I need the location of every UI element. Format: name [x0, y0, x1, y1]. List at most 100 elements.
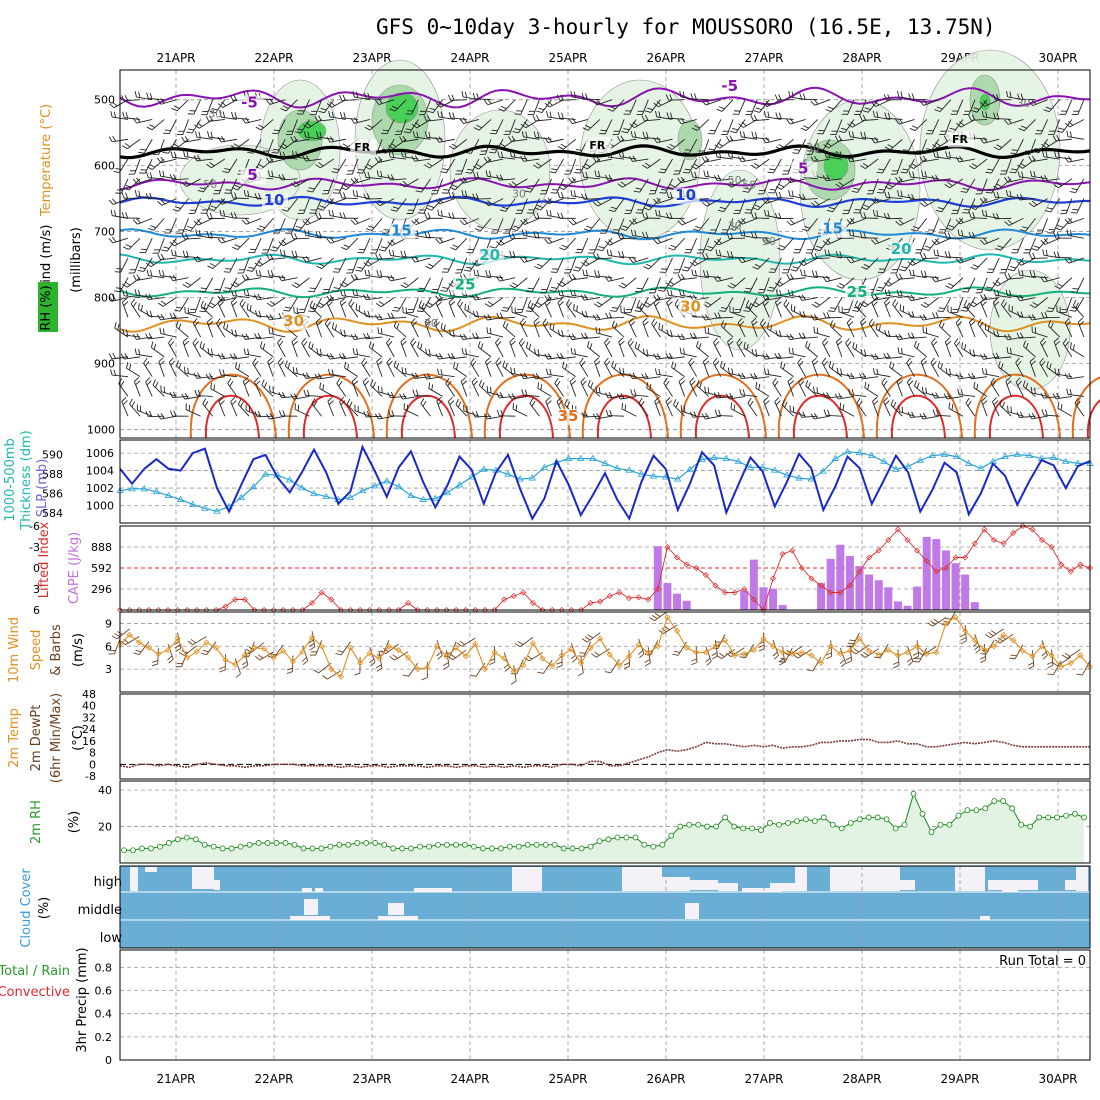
wind-barb	[672, 178, 685, 190]
wind-barb	[1048, 325, 1061, 338]
wind-barb-feather	[744, 187, 751, 190]
wind-barb	[946, 156, 963, 160]
thickness-point	[807, 475, 815, 482]
thickness-point	[819, 467, 827, 474]
wind-barb-feather	[329, 136, 334, 142]
wind-barb	[532, 198, 540, 214]
wind-barb	[475, 274, 492, 279]
left-tick-label: 588	[42, 468, 63, 481]
wind-barb-feather	[683, 152, 690, 154]
wind-barb	[205, 198, 214, 214]
wind-barb-feather	[826, 209, 833, 213]
wind-barb	[1015, 382, 1024, 397]
wind-barb-feather	[223, 271, 230, 273]
wind-barb	[228, 158, 238, 173]
wind-barb	[795, 257, 806, 272]
wind-barb-feather	[339, 283, 346, 288]
wind-barb-feather	[920, 357, 926, 362]
wind-barb-feather	[826, 655, 832, 660]
wind-barb-feather	[911, 93, 915, 100]
wind-barb-feather	[168, 658, 174, 664]
wind-barb-feather	[963, 299, 968, 306]
wind-barb-feather	[122, 111, 125, 118]
wind-barb-feather	[452, 244, 459, 248]
lifted-index-point	[731, 589, 738, 596]
wind-barb-feather	[464, 303, 466, 310]
wind-barb-feather	[774, 397, 780, 402]
wind-barb-feather	[992, 352, 996, 359]
wind-barb-feather	[629, 341, 634, 347]
thickness-point	[880, 457, 888, 464]
wind-barb-feather	[633, 389, 637, 396]
wind-barb	[717, 156, 734, 160]
wind-barb-feather	[827, 151, 830, 158]
wind-barb-feather	[814, 301, 821, 306]
wind-barb-feather	[115, 287, 122, 290]
wind-barb	[436, 640, 443, 656]
wind-barb-feather	[357, 266, 364, 269]
wind-barb	[329, 374, 346, 378]
wind-barb-feather	[192, 337, 198, 344]
wind-barb	[1005, 158, 1012, 175]
wind-barb-feather	[608, 209, 615, 212]
wind-barb-feather	[592, 314, 597, 321]
wind-barb	[169, 218, 177, 234]
wind-barb-feather	[824, 150, 827, 158]
wind-barb-feather	[594, 270, 597, 277]
lifted-index-point	[1019, 523, 1026, 529]
wind-barb-feather	[303, 341, 308, 347]
wind-barb-feather	[813, 386, 815, 393]
thickness-point	[649, 472, 658, 479]
wind-barb-feather	[436, 396, 442, 402]
wind-barb	[1019, 336, 1036, 339]
wind-barb	[1068, 217, 1085, 225]
wind-barb	[872, 178, 879, 194]
wind-barb-feather	[871, 294, 875, 301]
wind-barb	[850, 217, 867, 225]
wind-barb-feather	[309, 300, 313, 307]
wind-barb-feather	[996, 112, 1000, 119]
wind-barb-feather	[1064, 258, 1070, 264]
wind-barb-feather	[337, 650, 344, 653]
wind-barb-feather	[440, 171, 447, 174]
wind-barb-feather	[311, 343, 314, 350]
wind-barb-feather	[630, 130, 633, 138]
wind-barb-feather	[1041, 360, 1046, 367]
wind-barb-feather	[798, 377, 803, 383]
wind-barb-feather	[437, 209, 440, 216]
wind-barb-feather	[339, 94, 343, 101]
thickness-point	[613, 464, 621, 471]
wind-barb-feather	[580, 377, 586, 383]
wind-barb-feather	[1052, 135, 1057, 142]
wind-barb-feather	[779, 661, 785, 666]
wind-barb-feather	[979, 353, 984, 360]
wind-barb	[815, 198, 831, 207]
wind-barb-feather	[1069, 131, 1072, 138]
wind-barb-feather	[437, 301, 442, 307]
wind-barb-feather	[751, 348, 754, 355]
wind-barb	[460, 381, 468, 397]
wind-barb	[474, 198, 492, 200]
wind-barb	[632, 257, 649, 263]
wind-barb	[194, 297, 202, 313]
wind-barb-feather	[278, 341, 284, 347]
lifted-index-point	[770, 575, 777, 582]
wind-barb-feather	[489, 661, 495, 666]
wind-barb	[1077, 99, 1085, 115]
wind-barb-feather	[1076, 400, 1081, 407]
wind-barb	[261, 384, 274, 397]
wind-barb	[354, 178, 371, 184]
wind-barb	[712, 362, 722, 377]
wind-barb-feather	[673, 363, 677, 370]
wind-barb	[120, 257, 129, 273]
wind-barb-feather	[863, 349, 867, 356]
wind-barb-feather	[332, 271, 339, 273]
wind-barb-feather	[935, 142, 941, 147]
wind-barb	[628, 322, 637, 338]
wind-barb	[559, 99, 576, 101]
wind-barb-feather	[679, 380, 686, 386]
wind-barb	[801, 98, 818, 101]
wind-barb-feather	[654, 396, 660, 402]
wind-barb	[447, 257, 456, 273]
